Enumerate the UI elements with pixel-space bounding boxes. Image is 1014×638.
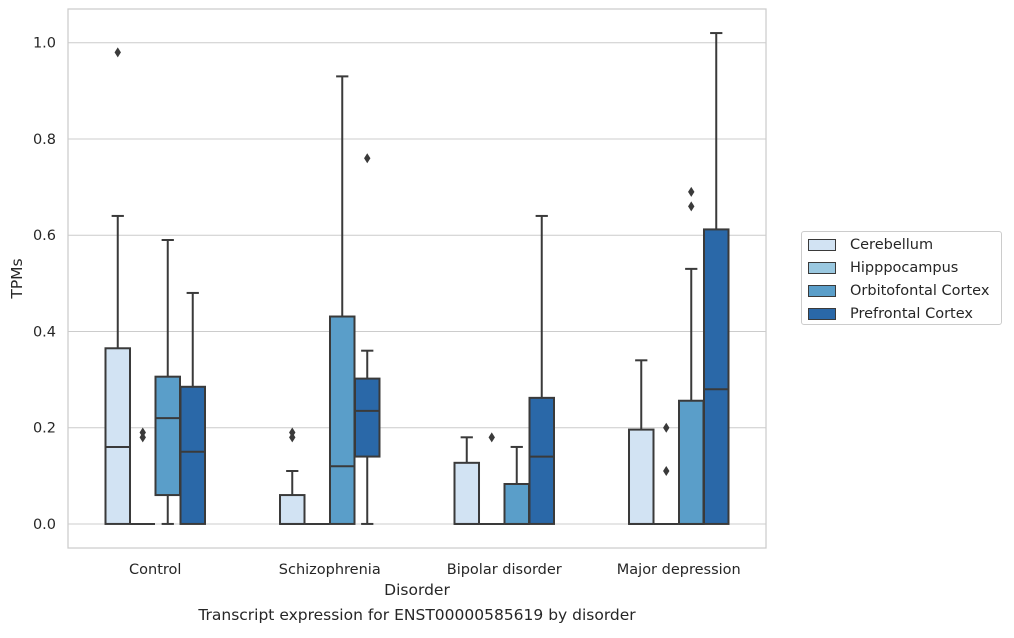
- box: [528, 396, 555, 525]
- legend-label: Hipppocampus: [850, 260, 959, 276]
- outlier-point: [663, 422, 670, 433]
- box: [154, 375, 181, 497]
- legend: Cerebellum Hipppocampus Orbitofontal Cor…: [801, 231, 1002, 325]
- y-tick-label: 0.6: [33, 228, 56, 244]
- outlier-point: [139, 427, 146, 438]
- box: [678, 399, 705, 525]
- outlier-point: [688, 201, 695, 212]
- box: [279, 494, 306, 525]
- legend-label: Prefrontal Cortex: [850, 306, 973, 322]
- box: [503, 482, 530, 525]
- legend-label: Cerebellum: [850, 237, 934, 253]
- box: [328, 315, 356, 525]
- outlier-point: [688, 186, 695, 197]
- y-tick-label: 0.8: [33, 132, 56, 148]
- outlier-point: [663, 466, 670, 476]
- legend-label: Orbitofontal Cortex: [850, 283, 990, 299]
- x-tick-label: Major depression: [617, 562, 741, 578]
- box: [702, 228, 730, 525]
- chart-caption: Transcript expression for ENST0000058561…: [198, 606, 636, 624]
- y-tick-label: 0.0: [33, 517, 56, 533]
- y-tick-label: 1.0: [33, 36, 56, 52]
- box: [179, 385, 206, 525]
- legend-swatch: [808, 285, 836, 297]
- box: [628, 428, 655, 525]
- legend-swatch: [808, 239, 836, 251]
- y-tick-label: 0.2: [33, 421, 56, 437]
- y-tick-label: 0.4: [33, 324, 56, 340]
- legend-swatch: [808, 308, 836, 320]
- outlier-point: [488, 432, 495, 443]
- box: [453, 461, 481, 525]
- legend-item-hippocampus: Hipppocampus: [808, 259, 958, 277]
- x-tick-label: Control: [129, 562, 181, 578]
- box: [104, 347, 132, 525]
- legend-item-prefrontal-cortex: Prefrontal Cortex: [808, 305, 973, 323]
- plot-frame: [67, 8, 767, 549]
- y-axis-label: TPMs: [8, 258, 26, 299]
- outlier-point: [289, 427, 296, 438]
- legend-item-orbitofrontal-cortex: Orbitofontal Cortex: [808, 282, 989, 300]
- x-axis-label: Disorder: [384, 581, 450, 599]
- box: [353, 377, 381, 458]
- outlier-point: [364, 153, 371, 164]
- legend-swatch: [808, 262, 836, 274]
- x-tick-label: Bipolar disorder: [447, 562, 562, 578]
- outlier-point: [114, 47, 121, 58]
- legend-item-cerebellum: Cerebellum: [808, 236, 933, 254]
- x-tick-label: Schizophrenia: [279, 562, 381, 578]
